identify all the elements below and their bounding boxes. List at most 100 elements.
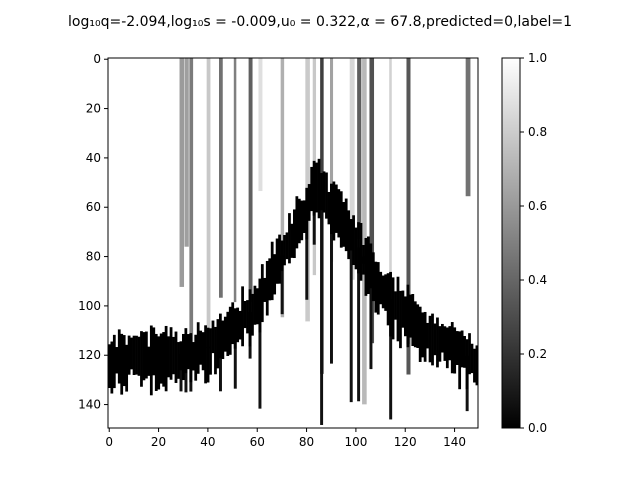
- heatmap-column: [248, 289, 252, 347]
- heatmap-column: [369, 243, 373, 289]
- heatmap-column: [241, 286, 244, 347]
- heatmap-column: [300, 200, 304, 241]
- heatmap-streak: [280, 58, 285, 318]
- y-tick-label: 40: [86, 151, 101, 165]
- heatmap-column: [285, 232, 289, 260]
- colorbar-tick-label: 0.6: [528, 199, 547, 213]
- heatmap-column: [152, 327, 156, 376]
- colorbar-ticks: 0.0 0.2 0.4 0.6 0.8 1.0: [520, 51, 547, 435]
- heatmap-column: [295, 196, 299, 249]
- heatmap-column: [475, 345, 479, 386]
- heatmap-column: [288, 213, 291, 264]
- heatmap-column: [332, 181, 336, 241]
- heatmap-column: [302, 200, 306, 233]
- heatmap-column: [342, 202, 346, 247]
- heatmap-column: [455, 331, 459, 365]
- heatmap-column: [426, 322, 429, 349]
- heatmap-column: [140, 331, 143, 387]
- heatmap-column: [243, 301, 247, 329]
- heatmap-column: [334, 184, 338, 233]
- heatmap-streak-lower: [258, 299, 262, 409]
- heatmap-column: [179, 341, 183, 371]
- heatmap-column: [125, 344, 129, 392]
- heatmap-streak-lower: [389, 299, 393, 420]
- heatmap-column: [310, 166, 314, 212]
- heatmap-column: [110, 341, 114, 394]
- heatmap-column: [253, 285, 257, 325]
- heatmap-streak-lower: [233, 326, 237, 389]
- heatmap-cells: [108, 58, 479, 425]
- heatmap-column: [307, 184, 311, 221]
- colorbar-tick-label: 0.2: [528, 347, 547, 361]
- heatmap-column: [465, 339, 469, 390]
- heatmap-streak-lower: [369, 269, 373, 370]
- heatmap-column: [157, 336, 161, 390]
- heatmap-column: [275, 238, 279, 284]
- heatmap-column: [172, 336, 175, 375]
- heatmap-streak: [248, 58, 253, 302]
- x-tick-label: 0: [105, 435, 113, 449]
- heatmap-column: [448, 326, 452, 361]
- heatmap-column: [381, 275, 385, 309]
- chart-title: log₁₀q=-2.094,log₁₀s = -0.009,u₀ = 0.322…: [68, 14, 572, 30]
- heatmap-streak: [179, 58, 185, 287]
- heatmap-streak: [465, 58, 471, 197]
- y-tick-label: 120: [78, 348, 101, 362]
- x-tick-label: 100: [344, 435, 367, 449]
- colorbar-tick-label: 1.0: [528, 51, 547, 65]
- heatmap-streak: [189, 58, 194, 369]
- heatmap-streak: [389, 58, 392, 378]
- heatmap-streak-lower: [320, 189, 324, 425]
- heatmap-column: [290, 223, 294, 258]
- x-tick-label: 80: [299, 435, 314, 449]
- heatmap-column: [436, 317, 439, 368]
- heatmap-streak: [362, 58, 367, 405]
- heatmap-column: [199, 330, 203, 365]
- heatmap-column: [191, 342, 195, 371]
- heatmap-column: [438, 326, 442, 362]
- heatmap-column: [117, 329, 121, 384]
- heatmap-column: [362, 245, 365, 275]
- heatmap-column: [280, 240, 284, 272]
- heatmap-column: [339, 191, 343, 248]
- colorbar-tick-label: 0.4: [528, 273, 547, 287]
- heatmap-column: [463, 336, 466, 368]
- heatmap-column: [399, 290, 402, 349]
- heatmap-column: [162, 332, 166, 387]
- heatmap-column: [149, 325, 153, 396]
- heatmap-column: [108, 344, 111, 388]
- heatmap-column: [391, 277, 395, 340]
- heatmap-streak: [369, 58, 375, 344]
- heatmap-column: [256, 288, 259, 325]
- heatmap-column: [376, 262, 380, 315]
- colorbar: 0.0 0.2 0.4 0.6 0.8 1.0: [501, 51, 547, 435]
- heatmap-column: [389, 271, 392, 337]
- heatmap-column: [421, 312, 425, 358]
- heatmap-streak-lower: [357, 247, 361, 402]
- heatmap-column: [441, 323, 444, 353]
- heatmap-column: [406, 284, 410, 348]
- heatmap-column: [450, 322, 454, 374]
- heatmap-column: [196, 322, 200, 374]
- heatmap-column: [145, 331, 148, 379]
- x-tick-label: 20: [151, 435, 166, 449]
- heatmap-column: [470, 343, 474, 374]
- heatmap-streak: [206, 58, 211, 353]
- x-axis: 0 20 40 60 80 100 120 140: [105, 428, 466, 449]
- heatmap-streak: [349, 58, 355, 280]
- heatmap-column: [428, 315, 432, 363]
- heatmap-column: [354, 227, 358, 270]
- heatmap-column: [189, 333, 193, 383]
- heatmap-streak-lower: [349, 235, 353, 403]
- heatmap-column: [184, 328, 188, 374]
- heatmap-streak-lower: [312, 187, 316, 245]
- heatmap-column: [273, 254, 277, 295]
- heatmap-column: [315, 162, 318, 213]
- heatmap-column: [468, 333, 471, 375]
- heatmap-column: [330, 183, 333, 235]
- heatmap-streak: [184, 58, 189, 247]
- heatmap-streak-lower: [219, 337, 222, 392]
- heatmap-column: [214, 326, 217, 375]
- heatmap-column: [371, 252, 375, 302]
